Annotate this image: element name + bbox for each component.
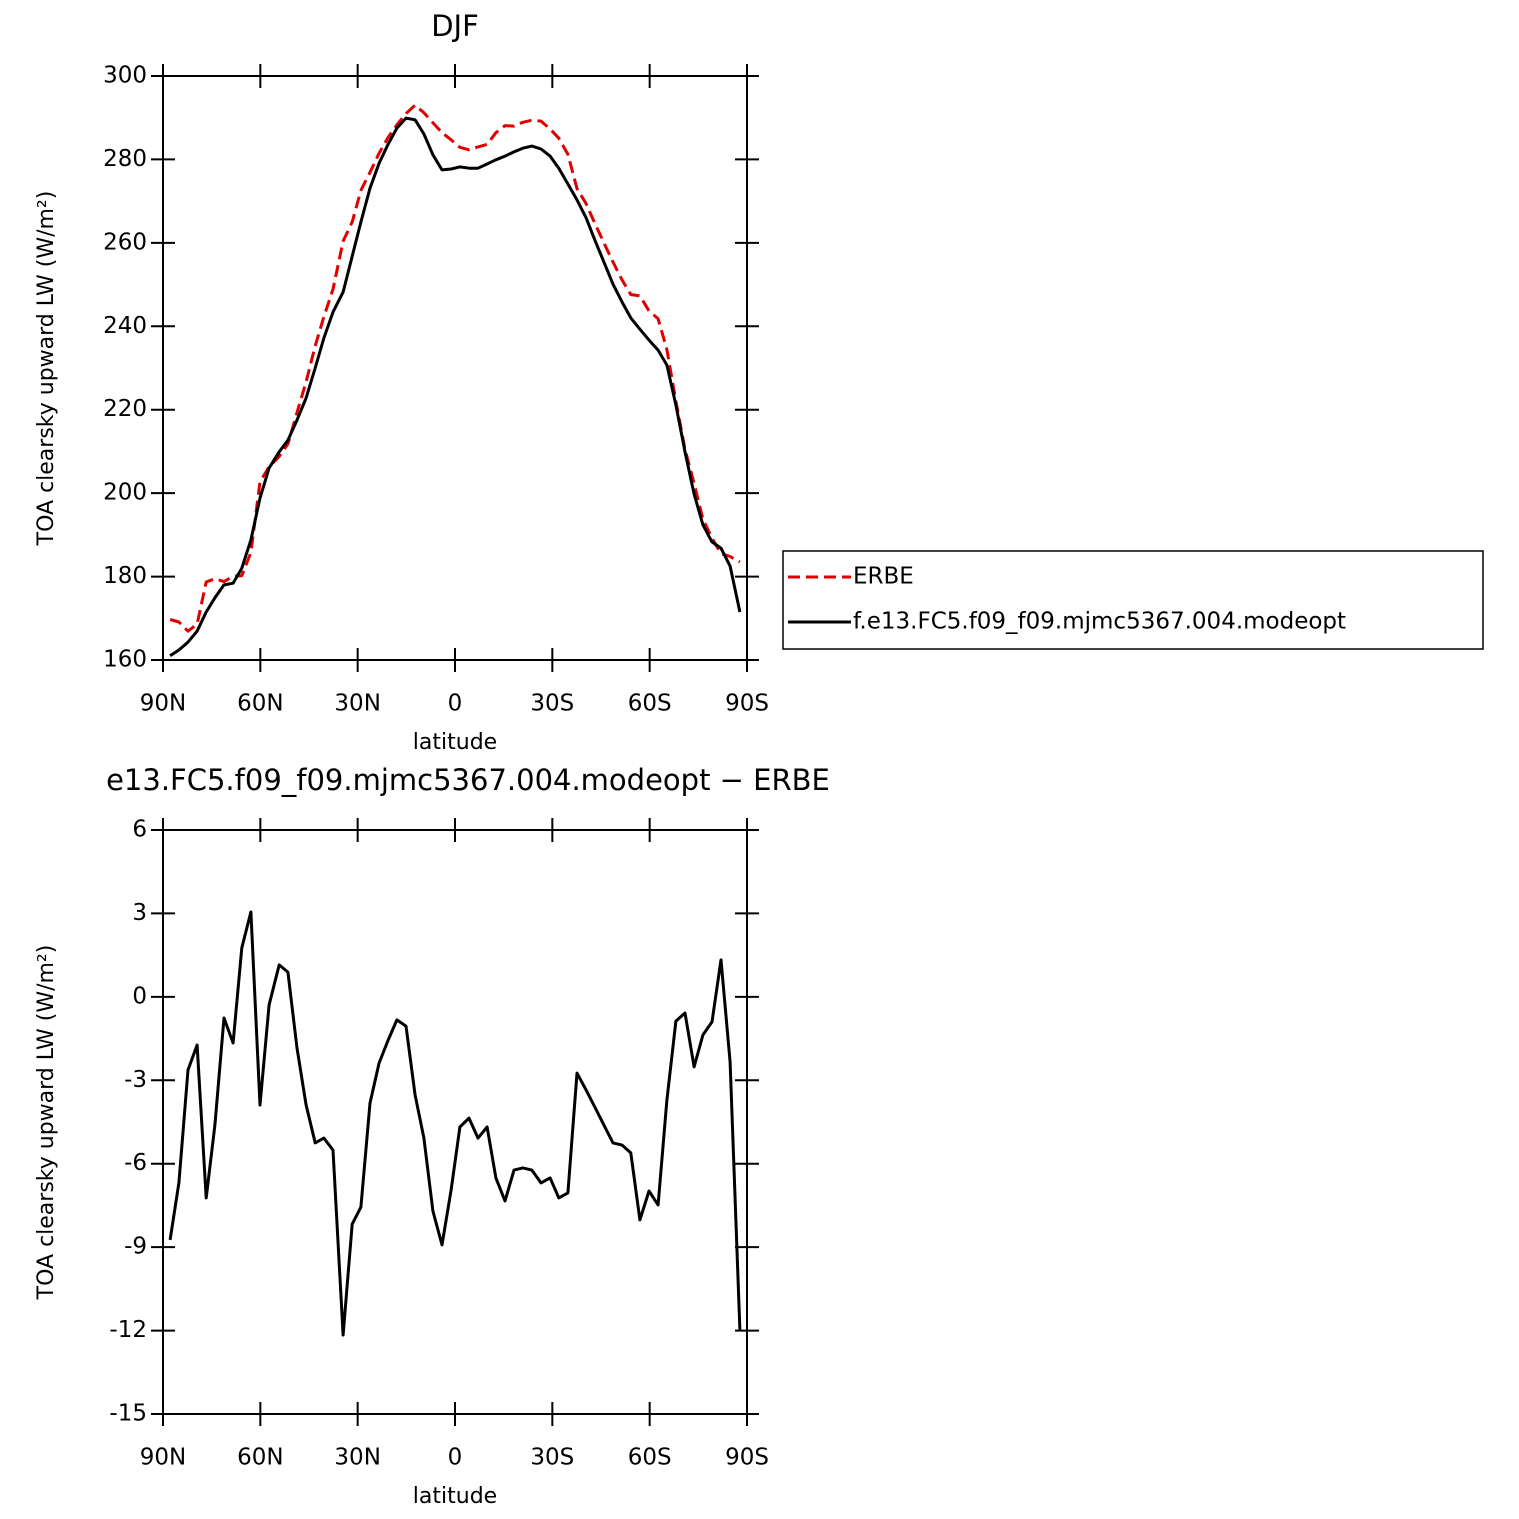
y-tick-label: 240 xyxy=(103,313,147,339)
y-tick-label: -15 xyxy=(109,1401,147,1427)
y-tick-label: -9 xyxy=(124,1234,147,1260)
y-tick-label: -3 xyxy=(124,1067,147,1093)
data-line xyxy=(169,116,742,658)
data-line xyxy=(168,910,742,1337)
x-tick-label: 0 xyxy=(448,1445,463,1471)
x-tick-label: 60S xyxy=(628,691,672,717)
legend-label: ERBE xyxy=(853,564,914,590)
x-tick-label: 0 xyxy=(448,691,463,717)
x-tick-label: 60N xyxy=(237,1445,283,1471)
x-tick-label: 60N xyxy=(237,691,283,717)
x-tick-label: 30S xyxy=(530,691,574,717)
x-tick-label: 90N xyxy=(140,1445,186,1471)
data-line xyxy=(169,103,741,633)
x-tick-label: 90S xyxy=(725,1445,769,1471)
legend-label: f.e13.FC5.f09_f09.mjmc5367.004.modeopt xyxy=(853,609,1346,635)
x-tick-label: 30N xyxy=(334,691,380,717)
x-tick-label: 60S xyxy=(628,1445,672,1471)
x-axis-label: latitude xyxy=(413,1484,497,1509)
y-tick-label: 260 xyxy=(103,229,147,255)
y-tick-label: 200 xyxy=(103,480,147,506)
x-tick-label: 30N xyxy=(334,1445,380,1471)
y-tick-label: 0 xyxy=(132,983,147,1009)
y-axis-label: TOA clearsky upward LW (W/m²) xyxy=(34,191,59,547)
y-tick-label: -6 xyxy=(124,1150,147,1176)
x-tick-label: 90N xyxy=(140,691,186,717)
x-axis-label: latitude xyxy=(413,730,497,755)
y-tick-label: 220 xyxy=(103,396,147,422)
y-tick-label: 160 xyxy=(103,647,147,673)
y-tick-label: 3 xyxy=(132,900,147,926)
y-tick-label: -12 xyxy=(109,1317,147,1343)
y-tick-label: 6 xyxy=(132,817,147,843)
y-tick-label: 300 xyxy=(103,63,147,89)
y-tick-label: 280 xyxy=(103,146,147,172)
chart-title: e13.FC5.f09_f09.mjmc5367.004.modeopt − E… xyxy=(106,763,830,797)
x-tick-label: 90S xyxy=(725,691,769,717)
chart-title: DJF xyxy=(431,9,479,43)
plot-frame xyxy=(162,75,748,661)
y-tick-label: 180 xyxy=(103,563,147,589)
legend-box xyxy=(782,550,1484,650)
y-axis-label: TOA clearsky upward LW (W/m²) xyxy=(34,945,59,1301)
plot-frame xyxy=(162,829,748,1415)
x-tick-label: 30S xyxy=(530,1445,574,1471)
